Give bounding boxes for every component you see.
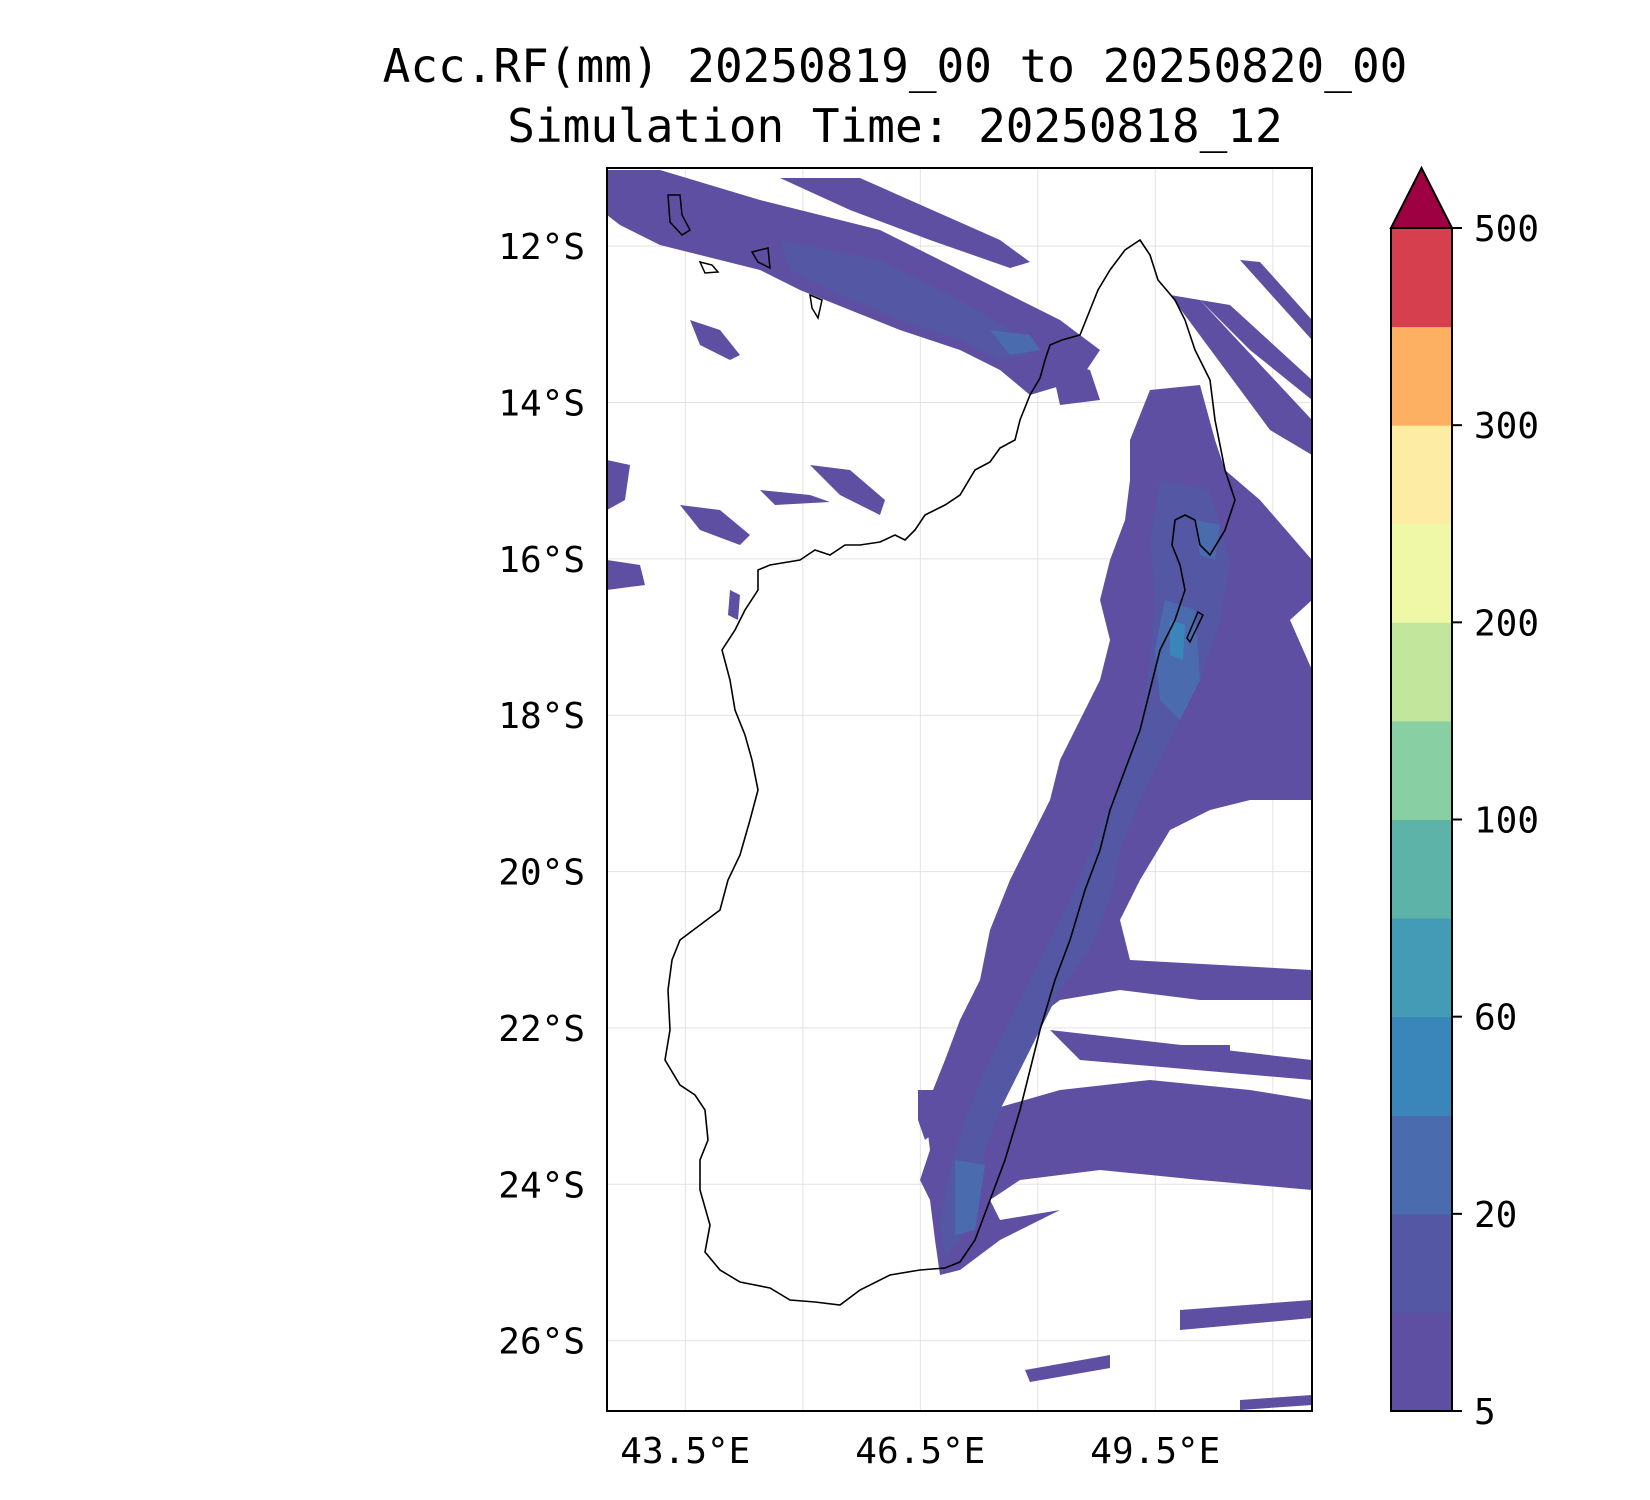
colorbar-tick-label: 5 (1474, 1392, 1496, 1433)
rain-streak (690, 320, 740, 360)
rain-streak (780, 178, 1030, 268)
colorbar-tick-labels: 5 20 60 100 200 300 500 (1452, 209, 1539, 1433)
map-frame (606, 167, 1313, 1412)
rain-streak-se (1150, 1045, 1230, 1058)
lon-tick-label: 46.5°E (855, 1431, 985, 1472)
lat-tick-label: 14°S (498, 384, 585, 425)
lat-tick-label: 20°S (498, 853, 585, 894)
colorbar-tick-label: 20 (1474, 1195, 1517, 1236)
rain-patch-west (728, 590, 740, 620)
rain-cell-north (990, 330, 1040, 355)
colorbar-tick-label: 500 (1474, 209, 1539, 250)
rain-patch-west (607, 460, 630, 510)
rain-patch-sw (918, 1090, 950, 1140)
mayotte-island (809, 293, 823, 320)
rain-core (955, 1160, 985, 1235)
lat-tick-label: 22°S (498, 1009, 585, 1050)
madagascar-coastline (664, 238, 1236, 1306)
colorbar-bin (1391, 819, 1452, 919)
colorbar-tick-label: 300 (1474, 406, 1539, 447)
rain-streak (760, 490, 830, 505)
colorbar (1389, 165, 1454, 1412)
colorbar-tick-label: 100 (1474, 801, 1539, 842)
coastline (664, 194, 1236, 1306)
latitude-tick-labels: 12°S 14°S 16°S 18°S 20°S 22°S 24°S 26°S (498, 227, 585, 1362)
colorbar-bin (1391, 1213, 1452, 1313)
rain-streak-se (1120, 1115, 1312, 1150)
longitude-tick-labels: 43.5°E 46.5°E 49.5°E (620, 1431, 1220, 1472)
lat-tick-label: 26°S (498, 1322, 585, 1363)
rain-core-strong (1170, 620, 1185, 660)
lon-tick-label: 49.5°E (1090, 1431, 1220, 1472)
lat-tick-label: 16°S (498, 540, 585, 581)
rain-streak-se (1025, 1355, 1110, 1382)
rain-core (1155, 600, 1200, 720)
comoros-island (750, 247, 771, 270)
rain-streak-se (1180, 1300, 1312, 1330)
chart-subtitle: Simulation Time: 20250818_12 (507, 99, 1283, 153)
rain-streak (680, 505, 750, 545)
rain-streak-ne (1050, 360, 1100, 405)
comoros-island (667, 194, 691, 236)
rain-streak-ne (1240, 260, 1312, 340)
colorbar-bin (1391, 326, 1452, 426)
colorbar-bin (1391, 622, 1452, 722)
rain-streak-ne (1170, 295, 1312, 455)
colorbar-bin (1391, 1016, 1452, 1116)
colorbar-extend-triangle (1389, 165, 1454, 229)
lon-tick-label: 43.5°E (620, 1431, 750, 1472)
sainte-marie-island (1186, 610, 1204, 644)
colorbar-bin (1391, 1115, 1452, 1215)
colorbar-bin (1391, 425, 1452, 525)
precipitation-field (607, 170, 1312, 1410)
lat-tick-label: 24°S (498, 1165, 585, 1206)
colorbar-bin (1391, 918, 1452, 1018)
colorbar-tick-label: 200 (1474, 603, 1539, 644)
rain-band-north-core (780, 240, 1030, 360)
comoros-island (698, 260, 720, 274)
rain-streak (850, 200, 960, 232)
rain-streak (810, 465, 885, 515)
rain-patch-west (607, 560, 645, 590)
rain-streak-ne (1200, 300, 1312, 400)
chart-title: Acc.RF(mm) 20250819_00 to 20250820_00 (382, 39, 1408, 93)
colorbar-bin (1391, 523, 1452, 623)
colorbar-bin (1391, 720, 1452, 820)
rain-streak-se (1240, 1395, 1312, 1410)
colorbar-bin (1391, 228, 1452, 328)
lat-tick-label: 18°S (498, 696, 585, 737)
lat-tick-label: 12°S (498, 227, 585, 268)
colorbar-bin (1391, 1312, 1452, 1412)
rain-streak-se (1220, 1060, 1280, 1070)
colorbar-tick-label: 60 (1474, 998, 1517, 1039)
